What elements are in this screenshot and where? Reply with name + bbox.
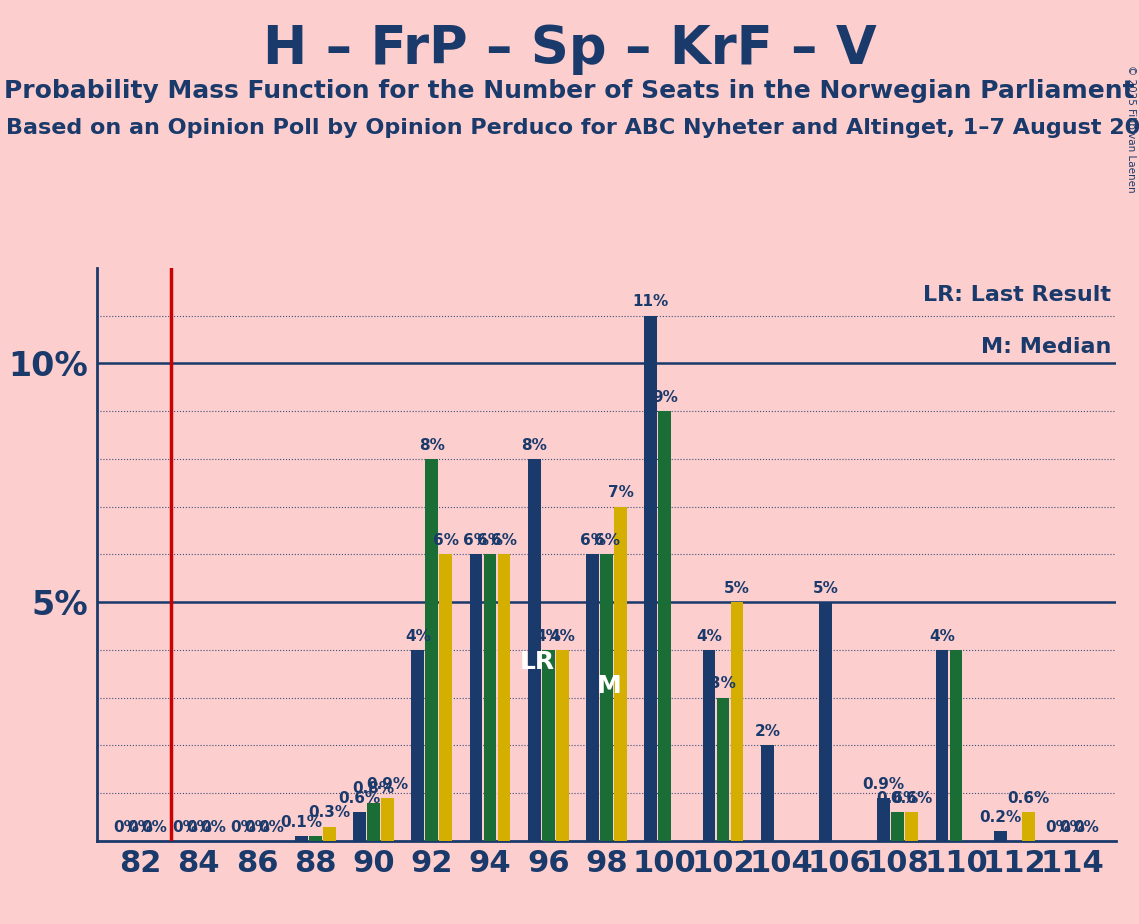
Bar <box>440 554 452 841</box>
Text: 0%: 0% <box>1046 820 1072 834</box>
Text: 2%: 2% <box>754 724 780 739</box>
Text: Based on an Opinion Poll by Opinion Perduco for ABC Nyheter and Altinget, 1–7 Au: Based on an Opinion Poll by Opinion Perd… <box>6 118 1139 139</box>
Bar <box>600 554 613 841</box>
Text: 6%: 6% <box>593 533 620 548</box>
Text: 0%: 0% <box>172 820 198 834</box>
Text: 0.6%: 0.6% <box>1007 791 1049 806</box>
Text: 6%: 6% <box>580 533 606 548</box>
Bar <box>353 812 366 841</box>
Text: M: M <box>597 674 622 698</box>
Text: 0.8%: 0.8% <box>352 782 394 796</box>
Text: 0.3%: 0.3% <box>309 806 351 821</box>
Bar <box>994 832 1007 841</box>
Text: H – FrP – Sp – KrF – V: H – FrP – Sp – KrF – V <box>263 23 876 75</box>
Bar <box>1022 812 1034 841</box>
Bar <box>542 650 555 841</box>
Bar <box>309 836 321 841</box>
Bar <box>411 650 424 841</box>
Text: 0.6%: 0.6% <box>338 791 380 806</box>
Text: 6%: 6% <box>433 533 459 548</box>
Bar <box>892 812 904 841</box>
Bar <box>382 798 394 841</box>
Text: 0.1%: 0.1% <box>280 815 322 830</box>
Text: 4%: 4% <box>929 628 954 644</box>
Text: 0.9%: 0.9% <box>367 777 409 792</box>
Bar <box>703 650 715 841</box>
Text: 5%: 5% <box>724 581 749 596</box>
Text: 6%: 6% <box>464 533 489 548</box>
Text: LR: Last Result: LR: Last Result <box>923 286 1112 305</box>
Text: 0%: 0% <box>1059 820 1085 834</box>
Text: 4%: 4% <box>404 628 431 644</box>
Text: 0%: 0% <box>114 820 139 834</box>
Text: © 2025 Filip van Laenen: © 2025 Filip van Laenen <box>1126 65 1136 192</box>
Bar <box>906 812 918 841</box>
Text: 0.6%: 0.6% <box>891 791 933 806</box>
Bar <box>730 602 744 841</box>
Text: 11%: 11% <box>632 295 669 310</box>
Text: 0%: 0% <box>199 820 226 834</box>
Bar <box>498 554 510 841</box>
Text: 8%: 8% <box>522 438 547 453</box>
Text: 0.2%: 0.2% <box>980 810 1022 825</box>
Text: 0.9%: 0.9% <box>862 777 904 792</box>
Text: 3%: 3% <box>710 676 736 691</box>
Bar <box>614 506 626 841</box>
Text: Probability Mass Function for the Number of Seats in the Norwegian Parliament: Probability Mass Function for the Number… <box>5 79 1134 103</box>
Text: 4%: 4% <box>535 628 562 644</box>
Text: 5%: 5% <box>812 581 838 596</box>
Bar <box>935 650 949 841</box>
Bar <box>761 746 773 841</box>
Text: 7%: 7% <box>607 485 633 501</box>
Text: 6%: 6% <box>491 533 517 548</box>
Text: 0%: 0% <box>1074 820 1099 834</box>
Text: 8%: 8% <box>419 438 444 453</box>
Text: 0%: 0% <box>128 820 154 834</box>
Bar <box>658 411 671 841</box>
Bar <box>322 826 336 841</box>
Bar <box>556 650 568 841</box>
Bar <box>527 459 541 841</box>
Bar <box>469 554 483 841</box>
Bar <box>484 554 497 841</box>
Text: M: Median: M: Median <box>981 336 1112 357</box>
Text: 4%: 4% <box>696 628 722 644</box>
Bar <box>425 459 439 841</box>
Bar <box>819 602 831 841</box>
Bar <box>950 650 962 841</box>
Bar <box>716 698 729 841</box>
Bar <box>587 554 599 841</box>
Text: 0%: 0% <box>244 820 270 834</box>
Text: 0%: 0% <box>186 820 212 834</box>
Bar <box>367 803 380 841</box>
Text: 0%: 0% <box>230 820 256 834</box>
Text: 6%: 6% <box>477 533 503 548</box>
Bar <box>645 316 657 841</box>
Bar <box>877 798 891 841</box>
Text: LR: LR <box>519 650 555 674</box>
Text: 0%: 0% <box>259 820 284 834</box>
Bar <box>295 836 308 841</box>
Text: 0.6%: 0.6% <box>877 791 919 806</box>
Text: 4%: 4% <box>549 628 575 644</box>
Text: 0%: 0% <box>141 820 167 834</box>
Text: 9%: 9% <box>652 390 678 405</box>
